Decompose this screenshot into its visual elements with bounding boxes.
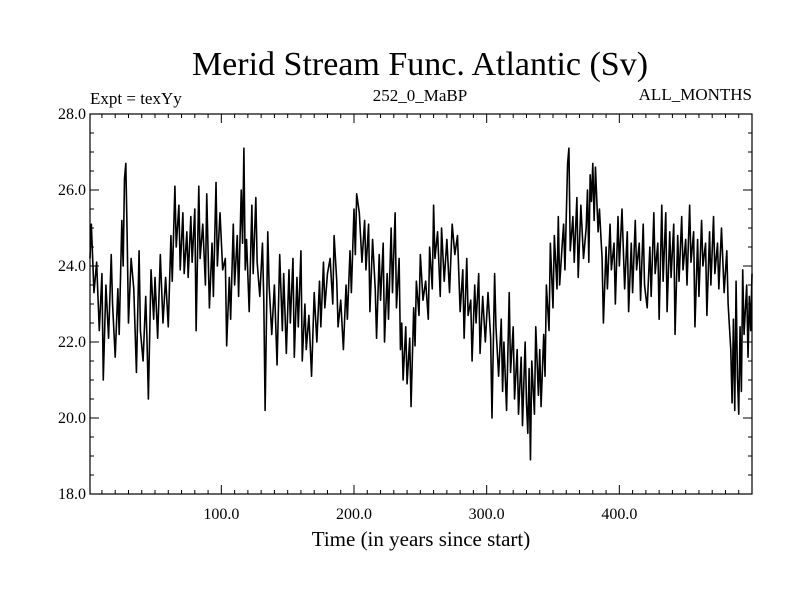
- x-tick-label-400.0: 400.0: [601, 506, 637, 523]
- x-tick-labels: 100.0 200.0 300.0 400.0: [203, 506, 637, 523]
- chart-title: Merid Stream Func. Atlantic (Sv): [192, 46, 648, 83]
- experiment-label: Expt = texYy: [90, 89, 182, 108]
- x-axis-label: Time (in years since start): [312, 527, 531, 551]
- y-tick-labels: 18.0 20.0 22.0 24.0 26.0 28.0: [58, 106, 86, 503]
- y-tick-label-20.0: 20.0: [58, 410, 86, 427]
- x-tick-label-300.0: 300.0: [469, 506, 505, 523]
- y-tick-label-24.0: 24.0: [58, 258, 86, 275]
- series-line: [89, 147, 753, 461]
- y-tick-label-26.0: 26.0: [58, 182, 86, 199]
- run-id-label: 252_0_MaBP: [373, 86, 467, 105]
- axis-ticks: [90, 113, 753, 495]
- x-tick-label-200.0: 200.0: [336, 506, 372, 523]
- y-tick-label-22.0: 22.0: [58, 334, 86, 351]
- months-label: ALL_MONTHS: [639, 85, 752, 104]
- y-tick-label-28.0: 28.0: [58, 106, 86, 123]
- y-tick-label-18.0: 18.0: [58, 486, 86, 503]
- x-tick-label-100.0: 100.0: [203, 506, 239, 523]
- plot-frame: [89, 113, 753, 495]
